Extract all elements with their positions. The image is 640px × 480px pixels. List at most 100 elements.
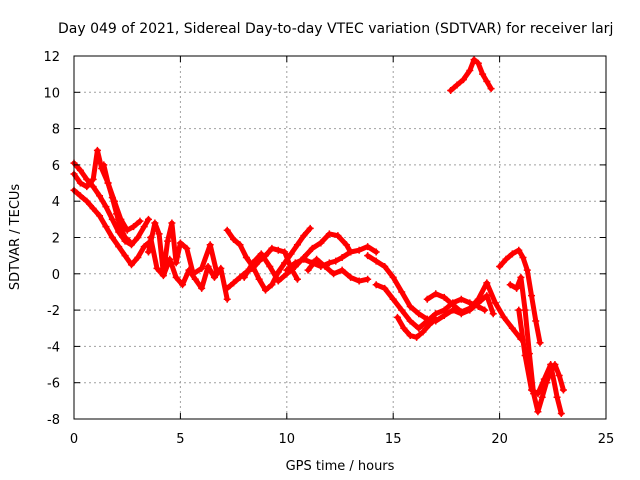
data-point-marker (483, 77, 491, 85)
data-point-marker (393, 313, 401, 321)
data-series-arc-1 (70, 186, 152, 269)
data-point-marker (447, 86, 455, 94)
data-point-marker (355, 277, 363, 285)
data-point-marker (334, 232, 342, 240)
y-tick-label: -4 (47, 340, 60, 355)
data-point-marker (151, 219, 159, 227)
data-point-marker (483, 279, 491, 287)
data-point-marker (398, 288, 406, 296)
data-point-marker (268, 281, 276, 289)
x-tick-label: 25 (598, 432, 615, 447)
data-point-marker (134, 234, 142, 241)
data-point-marker (134, 253, 142, 261)
x-tick-label: 15 (385, 432, 402, 447)
data-point-marker (274, 246, 282, 254)
data-point-marker (230, 235, 238, 243)
data-series-arc-11 (304, 255, 372, 285)
data-point-marker (440, 306, 448, 314)
data-point-marker (100, 161, 108, 169)
x-axis-label: GPS time / hours (286, 459, 395, 474)
data-point-marker (449, 301, 457, 309)
data-point-marker (481, 306, 489, 314)
data-point-marker (330, 270, 338, 278)
data-point-marker (108, 234, 116, 241)
data-point-marker (153, 264, 161, 272)
data-point-marker (179, 281, 187, 289)
data-point-marker (198, 284, 206, 292)
data-series-arc-19 (515, 306, 565, 418)
x-tick-label: 5 (176, 432, 184, 447)
data-point-marker (257, 250, 265, 258)
data-point-marker (474, 295, 482, 303)
data-point-marker (183, 244, 191, 252)
data-point-marker (413, 333, 421, 341)
data-point-marker (372, 248, 380, 256)
data-point-marker (559, 386, 567, 394)
data-point-marker (283, 266, 291, 274)
data-point-marker (466, 67, 474, 75)
data-point-marker (372, 257, 380, 265)
y-tick-label: -8 (47, 413, 60, 428)
data-point-marker (457, 308, 465, 316)
data-point-marker (432, 315, 440, 323)
data-point-marker (172, 273, 180, 281)
data-point-marker (457, 295, 465, 303)
data-point-marker (217, 264, 225, 272)
data-point-marker (523, 266, 531, 274)
data-point-marker (198, 264, 206, 272)
data-point-marker (104, 179, 112, 187)
data-point-marker (540, 375, 548, 383)
y-tick-label: 6 (52, 159, 60, 174)
data-point-marker (432, 290, 440, 298)
data-point-marker (400, 324, 408, 332)
data-point-marker (364, 275, 372, 283)
data-point-marker (242, 253, 250, 261)
data-series-arc-4 (100, 161, 133, 245)
data-point-marker (168, 219, 176, 227)
data-point-marker (255, 275, 263, 283)
data-point-marker (508, 250, 516, 258)
data-point-marker (347, 248, 355, 256)
data-point-marker (483, 292, 491, 300)
data-point-marker (281, 248, 289, 256)
data-point-marker (519, 253, 527, 261)
data-point-marker (127, 261, 135, 269)
series-trace (284, 244, 379, 273)
data-point-marker (425, 321, 433, 329)
data-point-marker (108, 215, 116, 223)
data-point-marker (240, 273, 248, 281)
data-point-marker (293, 241, 301, 249)
data-point-marker (338, 266, 346, 274)
data-point-marker (547, 361, 555, 369)
data-point-marker (89, 175, 97, 183)
data-point-marker (127, 241, 135, 249)
data-point-marker (89, 183, 97, 191)
data-point-marker (496, 263, 504, 271)
data-point-marker (76, 179, 84, 187)
data-point-marker (528, 386, 536, 394)
data-point-marker (500, 313, 508, 321)
data-point-marker (532, 317, 540, 325)
data-point-marker (236, 241, 244, 249)
data-point-marker (415, 324, 423, 332)
data-point-marker (274, 277, 282, 285)
series-trace (224, 225, 313, 293)
y-tick-label: 2 (52, 232, 60, 247)
y-axis-label: SDTVAR / TECUs (8, 184, 23, 291)
data-point-marker (223, 295, 231, 303)
data-point-marker (466, 304, 474, 312)
data-point-marker (459, 76, 467, 84)
data-point-marker (440, 293, 448, 301)
data-point-marker (164, 237, 172, 245)
data-point-marker (508, 324, 516, 332)
data-series-arc-16 (447, 56, 495, 94)
data-point-marker (325, 230, 333, 238)
data-point-marker (398, 306, 406, 314)
data-point-marker (364, 252, 372, 260)
data-traces (70, 56, 567, 418)
data-point-marker (304, 266, 312, 274)
data-point-marker (125, 237, 133, 245)
data-point-marker (155, 230, 163, 238)
data-point-marker (144, 215, 152, 223)
